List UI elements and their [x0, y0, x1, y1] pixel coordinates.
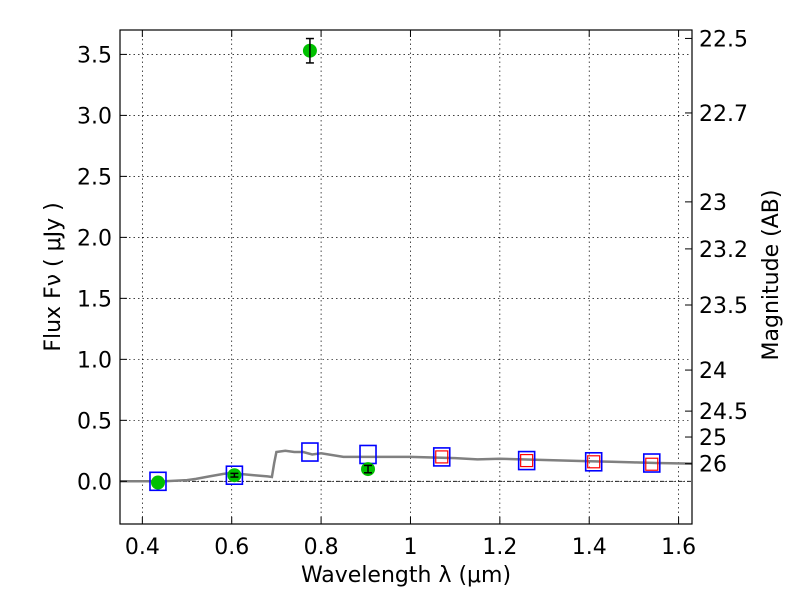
model-sed-line	[120, 449, 693, 483]
model-photometry-marker	[642, 453, 661, 473]
y-tick-label: 3.5	[77, 43, 112, 68]
x-tick-label: 0.8	[304, 535, 339, 560]
x-tick-label: 1.6	[661, 535, 696, 560]
x-tick-label: 0.4	[125, 535, 160, 560]
upper-limit-marker	[645, 457, 659, 471]
y-tick-label: 0.5	[77, 409, 112, 434]
y-tick-label: 1.0	[77, 348, 112, 373]
x-tick-label: 0.6	[214, 535, 249, 560]
mag-tick-label: 23.2	[699, 238, 748, 263]
x-axis-label: Wavelength λ (μm)	[301, 563, 511, 588]
model-photometry-marker	[359, 444, 377, 465]
y-tick-label: 3.0	[77, 104, 112, 129]
grid-layer	[120, 30, 692, 524]
observed-point	[150, 475, 165, 490]
y-tick-label: 1.5	[77, 287, 112, 312]
mag-tick-label: 24.5	[699, 400, 748, 425]
mag-tick-label: 25	[699, 426, 727, 451]
mag-tick-label: 22.5	[699, 27, 748, 52]
y-tick-label: 2.5	[77, 165, 112, 190]
mag-tick-label: 22.7	[699, 102, 748, 127]
model-photometry-marker	[301, 442, 319, 462]
marker-layer	[149, 37, 661, 492]
mag-tick-label: 26	[699, 453, 727, 478]
y-tick-label: 2.0	[77, 226, 112, 251]
x-tick-label: 1	[403, 535, 417, 560]
y-axis-label: Flux Fν ( μJy )	[41, 202, 66, 351]
model-photometry-marker	[225, 465, 244, 486]
model-photometry-marker	[517, 450, 536, 471]
mag-tick-label: 23.5	[699, 294, 748, 319]
y-tick-label: 0.0	[77, 470, 112, 495]
model-photometry-marker	[149, 471, 167, 492]
x-tick-label: 1.4	[572, 535, 607, 560]
tick-layer: 0.4 0.6 0.8 1 1.2 1.4 1.6 0.0 0.5 1.0 1.5 2.0 2.5 3.0…	[77, 27, 748, 560]
upper-limit-marker	[587, 455, 601, 469]
mag-tick-label: 24	[699, 359, 727, 384]
mag-tick-label: 23	[699, 191, 727, 216]
model-photometry-marker	[432, 447, 451, 467]
upper-limit-marker	[520, 453, 534, 468]
model-photometry-marker	[584, 451, 603, 472]
x-tick-label: 1.2	[482, 535, 517, 560]
plot-frame	[119, 29, 693, 525]
model-sed-layer	[120, 449, 693, 483]
y2-axis-label: Magnitude (AB)	[759, 190, 784, 361]
upper-limit-marker	[435, 450, 449, 464]
